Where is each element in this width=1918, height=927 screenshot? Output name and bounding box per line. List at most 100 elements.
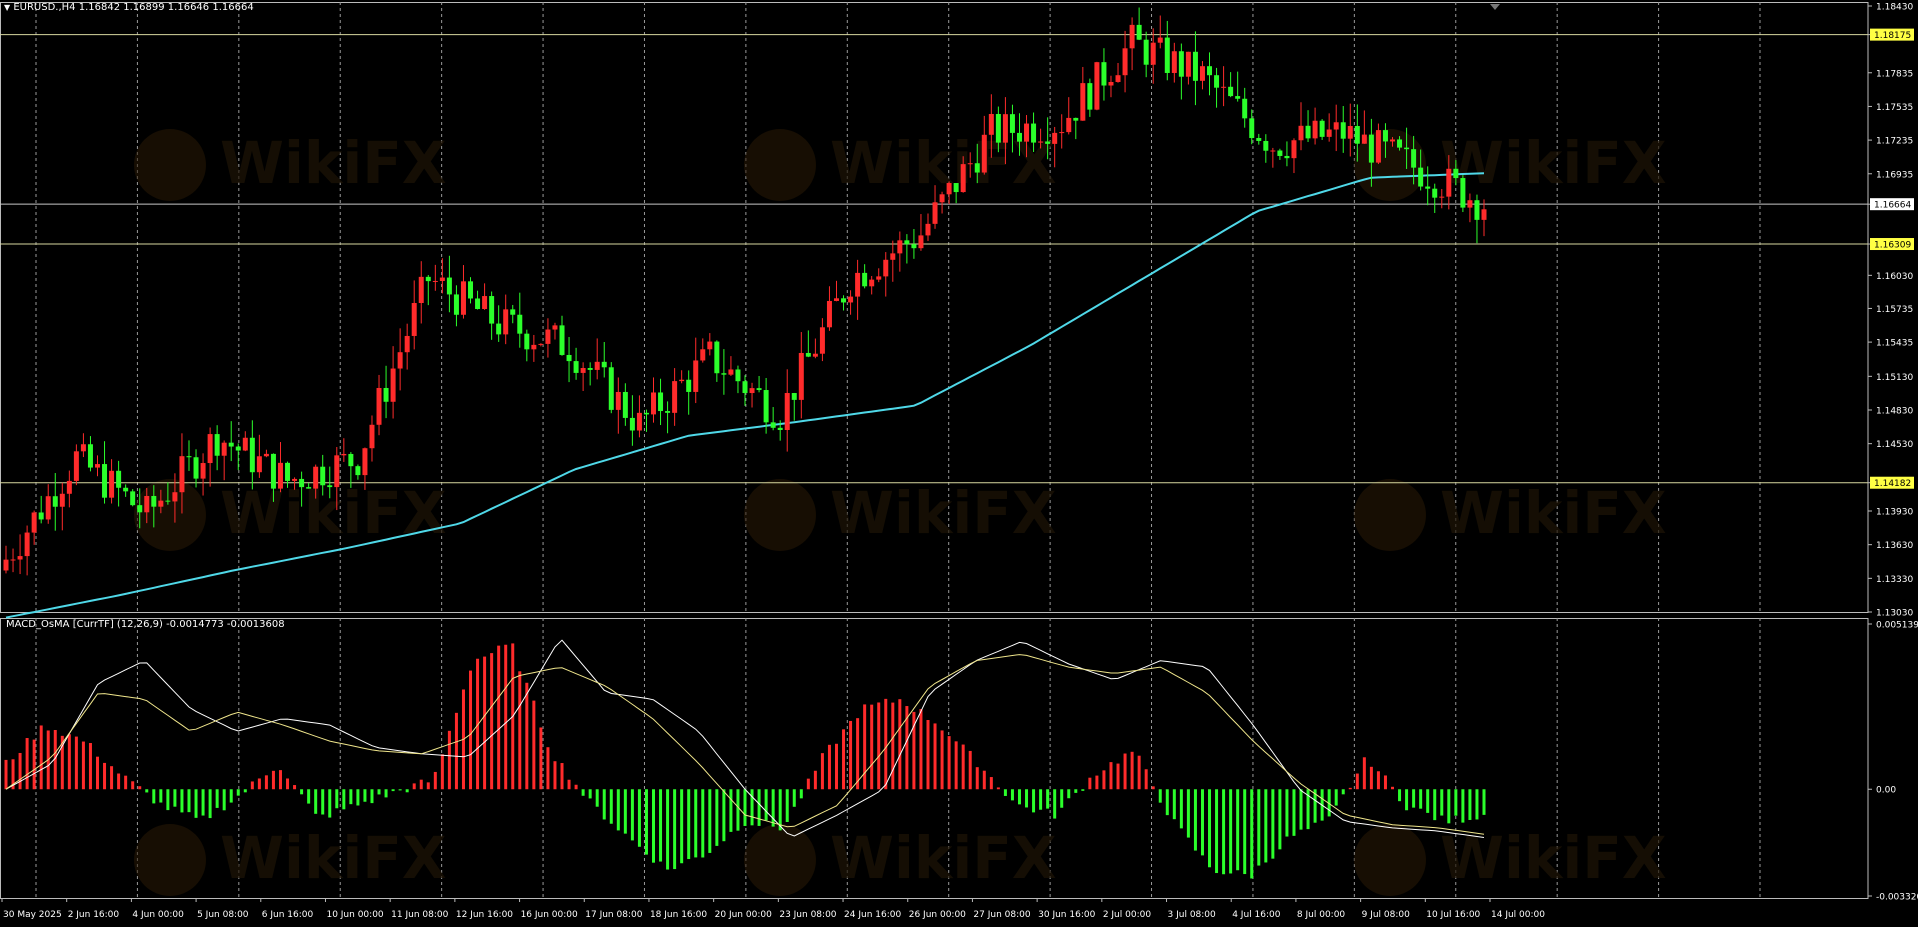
osma-bar — [673, 789, 677, 870]
candle-body — [1066, 117, 1072, 133]
candle-body — [1009, 114, 1015, 133]
candle-body — [826, 300, 832, 328]
osma-bar — [1060, 789, 1064, 808]
candle-body — [31, 512, 37, 533]
price-tick-label: 1.15435 — [1876, 339, 1913, 349]
time-tick-label: 3 Jul 08:00 — [1168, 910, 1217, 920]
candle-body — [341, 453, 347, 456]
osma-bar — [1391, 786, 1395, 790]
osma-bar — [1229, 789, 1233, 874]
price-tag-box — [1870, 238, 1914, 251]
candle-body — [1164, 37, 1170, 73]
osma-bar — [1475, 789, 1479, 820]
osma-bar — [806, 778, 810, 790]
candle-body — [651, 392, 657, 415]
price-tick-label: 1.16935 — [1876, 170, 1913, 180]
osma-bar — [490, 653, 494, 790]
candle-body — [179, 456, 185, 493]
candle-layer — [3, 7, 1487, 576]
candle-body — [1390, 139, 1396, 142]
candle-body — [73, 451, 79, 481]
osma-bar — [1243, 789, 1247, 875]
osma-bar — [81, 741, 85, 790]
chart-shift-marker-icon[interactable] — [1490, 4, 1500, 10]
candle-body — [263, 453, 269, 457]
osma-bar — [1271, 789, 1275, 859]
candle-body — [1249, 118, 1255, 139]
candle-body — [735, 369, 741, 382]
osma-bar — [553, 761, 557, 790]
osma-bar — [1348, 787, 1352, 790]
candle-body — [1045, 141, 1051, 144]
osma-bar — [919, 709, 923, 790]
osma-bar — [201, 789, 205, 816]
osma-bar — [152, 789, 156, 804]
osma-bar — [180, 789, 184, 813]
osma-bar — [1341, 789, 1345, 795]
time-tick-label: 26 Jun 00:00 — [909, 910, 966, 920]
osma-bar — [602, 789, 606, 820]
osma-bar — [827, 744, 831, 790]
candle-body — [327, 485, 333, 488]
price-tick-label: 1.15130 — [1876, 373, 1913, 383]
osma-bar — [356, 789, 360, 806]
osma-bar — [1144, 769, 1148, 790]
osma-bar — [264, 775, 268, 790]
osma-bar — [293, 785, 297, 790]
candle-body — [453, 294, 459, 315]
symbol-header[interactable]: ▼ EURUSD.,H4 1.16842 1.16899 1.16646 1.1… — [4, 2, 254, 13]
axis-layer: 1.18430 1.18175 1.17835 1.17535 1.17235 1.169… — [1, 3, 1918, 920]
osma-bar — [1186, 789, 1190, 838]
osma-bar — [32, 739, 36, 790]
candle-body — [425, 276, 431, 282]
osma-bar — [630, 789, 634, 841]
osma-bar — [975, 767, 979, 790]
price-tick-label: 1.14530 — [1876, 440, 1913, 450]
osma-bar — [426, 782, 430, 790]
candle-body — [636, 412, 642, 431]
candle-body — [883, 259, 889, 277]
candle-body — [777, 427, 783, 431]
candle-body — [193, 457, 199, 479]
osma-bar — [588, 789, 592, 799]
candle-body — [489, 296, 495, 324]
ma-layer — [5, 172, 1485, 619]
candle-body — [1150, 42, 1156, 65]
osma-bar — [1032, 789, 1036, 813]
osma-bar — [659, 789, 663, 862]
candle-body — [383, 387, 389, 402]
osma-bar — [940, 730, 944, 790]
osma-bar — [785, 789, 789, 823]
candle-body — [1228, 86, 1234, 97]
osma-bar — [117, 773, 121, 790]
osma-bar — [729, 789, 733, 832]
osma-bar — [67, 734, 71, 790]
candle-body — [1326, 129, 1332, 137]
candle-body — [94, 464, 100, 468]
candle-body — [1312, 120, 1318, 139]
candle-body — [594, 361, 600, 370]
osma-bar — [1278, 789, 1282, 850]
osma-bar — [314, 789, 318, 814]
osma-bar — [996, 787, 1000, 790]
osma-bar — [1250, 789, 1254, 879]
osma-bar — [1095, 775, 1099, 790]
candle-body — [496, 323, 502, 335]
osma-bar — [103, 762, 107, 790]
dropdown-triangle-icon[interactable]: ▼ — [4, 3, 11, 12]
osma-bar — [1200, 789, 1204, 856]
osma-bar — [644, 789, 648, 855]
candle-body — [1207, 66, 1213, 76]
osma-bar — [1193, 789, 1197, 851]
candle-body — [1263, 140, 1269, 151]
osma-bar — [131, 781, 135, 790]
candle-body — [643, 412, 649, 415]
osma-bar — [694, 789, 698, 858]
candle-body — [1214, 75, 1220, 88]
candle-body — [967, 163, 973, 165]
candle-body — [299, 478, 305, 488]
osma-bar — [370, 789, 374, 804]
candle-body — [833, 298, 839, 301]
osma-bar — [1039, 789, 1043, 810]
osma-bar — [961, 744, 965, 790]
